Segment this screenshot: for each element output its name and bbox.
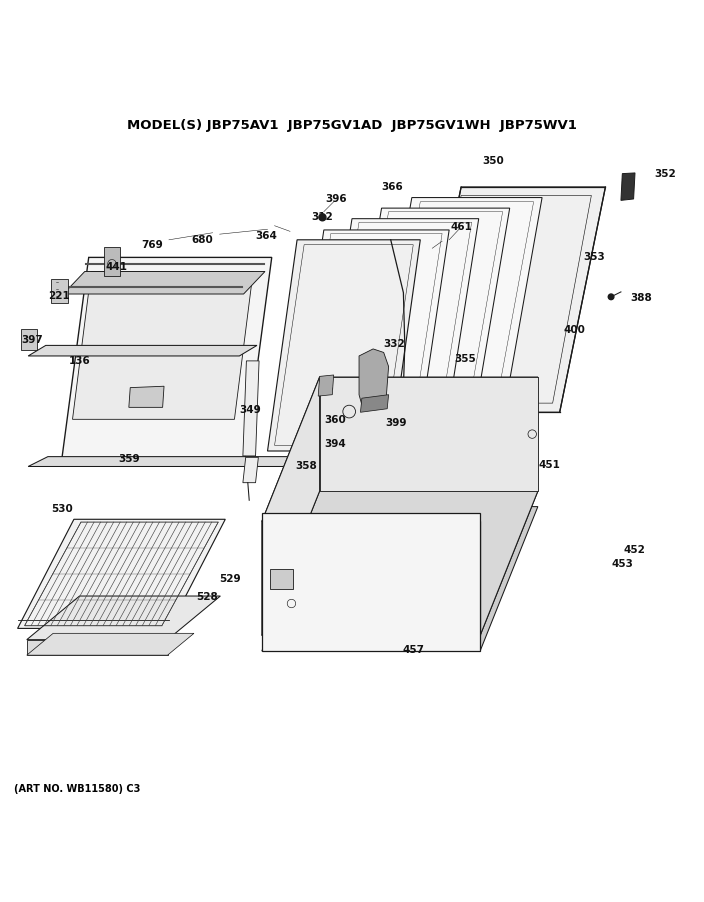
Text: 364: 364 [255, 231, 277, 241]
Bar [270, 569, 293, 589]
Polygon shape [262, 491, 538, 635]
Polygon shape [73, 272, 253, 419]
Text: 353: 353 [583, 253, 605, 262]
Polygon shape [415, 187, 605, 412]
Polygon shape [268, 240, 420, 451]
Text: 400: 400 [563, 325, 585, 335]
Text: 451: 451 [539, 460, 560, 470]
Text: 332: 332 [384, 339, 406, 349]
Text: (ART NO. WB11580) C3: (ART NO. WB11580) C3 [14, 784, 141, 794]
Text: 350: 350 [482, 156, 504, 166]
Polygon shape [373, 198, 542, 416]
Polygon shape [262, 507, 538, 651]
Text: 441: 441 [106, 262, 127, 272]
Polygon shape [480, 377, 538, 635]
Polygon shape [318, 218, 479, 433]
Polygon shape [292, 230, 449, 443]
Text: 529: 529 [220, 575, 241, 584]
Polygon shape [360, 395, 389, 412]
Polygon shape [28, 456, 322, 466]
Text: 453: 453 [611, 558, 633, 568]
Text: 457: 457 [403, 645, 425, 655]
Polygon shape [262, 521, 480, 635]
Polygon shape [243, 361, 259, 456]
Polygon shape [262, 513, 480, 651]
Polygon shape [301, 458, 313, 472]
Polygon shape [62, 257, 272, 458]
Text: 349: 349 [239, 405, 261, 415]
Polygon shape [18, 520, 225, 629]
Polygon shape [27, 640, 168, 655]
Text: 18: 18 [320, 382, 334, 392]
Text: 397: 397 [21, 335, 43, 345]
Polygon shape [262, 377, 538, 521]
Text: 312: 312 [311, 212, 333, 222]
Polygon shape [63, 272, 265, 294]
Polygon shape [27, 633, 194, 655]
Text: 221: 221 [48, 291, 70, 301]
Text: 394: 394 [324, 439, 346, 449]
Polygon shape [243, 457, 258, 483]
Text: 396: 396 [325, 194, 347, 204]
Text: 355: 355 [454, 354, 476, 364]
Polygon shape [320, 377, 538, 491]
Polygon shape [621, 173, 635, 200]
Text: 769: 769 [141, 241, 163, 251]
Text: 528: 528 [196, 593, 218, 603]
Polygon shape [28, 345, 257, 356]
Text: 680: 680 [191, 235, 213, 244]
Polygon shape [345, 208, 510, 425]
Text: 399: 399 [386, 418, 408, 428]
Text: 461: 461 [451, 222, 472, 232]
Text: 388: 388 [630, 292, 652, 302]
Polygon shape [318, 375, 334, 396]
Circle shape [319, 214, 326, 221]
Bar [21, 329, 37, 350]
Polygon shape [262, 377, 320, 635]
Text: 530: 530 [51, 503, 73, 514]
Polygon shape [129, 386, 164, 408]
Text: 452: 452 [623, 545, 645, 555]
Circle shape [608, 294, 614, 299]
Text: 358: 358 [296, 462, 318, 472]
Text: 360: 360 [324, 415, 346, 425]
Polygon shape [359, 349, 389, 408]
Text: MODEL(S) JBP75AV1  JBP75GV1AD  JBP75GV1WH  JBP75WV1: MODEL(S) JBP75AV1 JBP75GV1AD JBP75GV1WH … [127, 118, 577, 132]
Text: 136: 136 [69, 356, 91, 366]
Polygon shape [27, 596, 220, 640]
Text: 359: 359 [118, 455, 140, 465]
Text: 366: 366 [382, 182, 403, 192]
Bar [51, 279, 68, 303]
Text: 352: 352 [655, 170, 677, 179]
Bar [104, 247, 120, 276]
